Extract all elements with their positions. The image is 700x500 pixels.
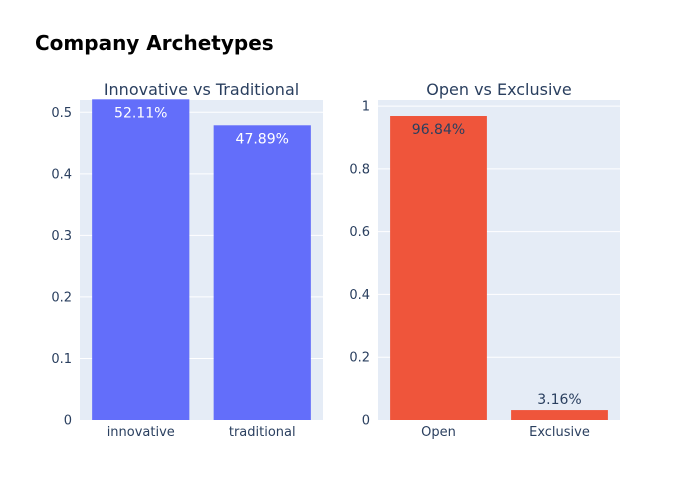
- bar-value-label: 52.11%: [114, 105, 167, 121]
- bar-exclusive: [511, 410, 608, 420]
- y-axis-ticks: 0 0.1 0.2 0.3 0.4 0.5: [51, 106, 72, 429]
- y-tick-label: 0: [362, 414, 370, 429]
- x-tick-label: traditional: [229, 425, 296, 440]
- y-tick-label: 0.2: [51, 290, 72, 305]
- bar-value-label: 47.89%: [236, 131, 289, 147]
- y-axis-ticks: 0 0.2 0.4 0.6 0.8 1: [349, 100, 370, 429]
- x-tick-label: Open: [421, 425, 456, 440]
- bar-innovative: [92, 99, 190, 421]
- bar-value-label: 96.84%: [412, 122, 465, 138]
- bar-value-label: 3.16%: [537, 392, 581, 408]
- y-tick-label: 0.2: [349, 351, 370, 366]
- y-tick-label: 0: [64, 414, 72, 429]
- bar-open: [390, 116, 487, 421]
- chart-title: Company Archetypes: [35, 31, 274, 55]
- x-tick-label: innovative: [107, 425, 175, 440]
- y-tick-label: 0.3: [51, 229, 72, 244]
- subplot-open-vs-exclusive: 96.84% 3.16% 0 0.2 0.4 0.6 0.8 1 Open Exclusive…: [349, 80, 620, 440]
- bars: [390, 116, 608, 421]
- y-tick-label: 1: [362, 100, 370, 115]
- y-tick-label: 0.6: [349, 225, 370, 240]
- x-axis-ticks: Open Exclusive: [421, 425, 590, 440]
- y-tick-label: 0.1: [51, 352, 72, 367]
- y-tick-label: 0.5: [51, 106, 72, 121]
- subplot-innovative-vs-traditional: 52.11% 47.89% 0 0.1 0.2 0.3 0.4 0.5 innovative…: [51, 80, 323, 440]
- y-tick-label: 0.4: [51, 167, 72, 182]
- bars: [92, 99, 311, 421]
- y-tick-label: 0.8: [349, 162, 370, 177]
- bar-traditional: [213, 125, 311, 421]
- x-tick-label: Exclusive: [529, 425, 590, 440]
- y-tick-label: 0.4: [349, 288, 370, 303]
- subplot-title: Open vs Exclusive: [426, 80, 571, 99]
- subplot-title: Innovative vs Traditional: [104, 80, 299, 99]
- bar-labels: 52.11% 47.89%: [114, 105, 289, 147]
- x-axis-ticks: innovative traditional: [107, 425, 296, 440]
- bar-labels: 96.84% 3.16%: [412, 122, 582, 408]
